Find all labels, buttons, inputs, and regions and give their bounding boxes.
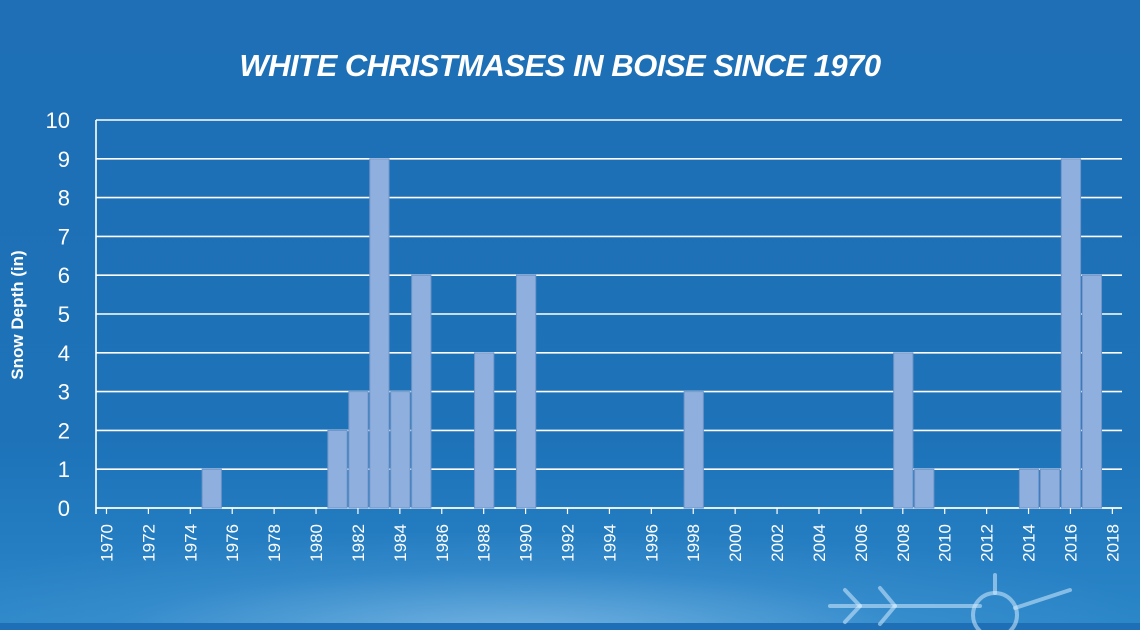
- x-tick-label: 1988: [475, 524, 494, 562]
- y-tick-label: 7: [58, 224, 70, 249]
- x-tick-label: 1986: [433, 524, 452, 562]
- x-tick-label: 1978: [265, 524, 284, 562]
- bar: [474, 352, 495, 509]
- x-tick-label: 1984: [391, 524, 410, 562]
- x-tick-label: 2000: [726, 524, 745, 562]
- x-tick-label: 2006: [852, 524, 871, 562]
- x-tick-label: 1994: [600, 524, 619, 562]
- x-tick-label: 1970: [97, 524, 116, 562]
- x-tick-label: 1990: [517, 524, 536, 562]
- bar: [1081, 274, 1103, 509]
- x-tick-label: 1996: [642, 524, 661, 562]
- x-tick-label: 2002: [768, 524, 787, 562]
- y-tick-label: 1: [58, 457, 70, 482]
- y-tick-label: 2: [58, 418, 70, 443]
- y-tick-label: 3: [58, 380, 70, 405]
- x-tick-label: 2014: [1020, 524, 1039, 562]
- y-tick-label: 6: [58, 263, 70, 288]
- bar: [411, 274, 432, 509]
- x-tick-label: 2010: [936, 524, 955, 562]
- bar: [390, 391, 411, 509]
- bar: [914, 468, 935, 509]
- x-tick-label: 2008: [894, 524, 913, 562]
- bar: [683, 391, 704, 509]
- x-tick-label: 2012: [978, 524, 997, 562]
- x-tick-label: 1998: [684, 524, 703, 562]
- snowflake-decoration: [828, 573, 1072, 630]
- y-tick-label: 8: [58, 186, 70, 211]
- bar: [369, 158, 390, 509]
- x-tick-label: 2016: [1061, 524, 1080, 562]
- x-tick-label: 1972: [139, 524, 158, 562]
- chart-title: WHITE CHRISTMASES IN BOISE SINCE 1970: [239, 48, 881, 83]
- y-tick-label: 10: [46, 108, 70, 133]
- x-tick-label: 1992: [559, 524, 578, 562]
- y-tick-label: 0: [58, 496, 70, 521]
- x-tick-label: 1976: [223, 524, 242, 562]
- bar: [1039, 468, 1061, 509]
- y-tick-label: 5: [58, 302, 70, 327]
- y-tick-label: 9: [58, 147, 70, 172]
- bar: [1060, 158, 1082, 509]
- x-tick-label: 1982: [349, 524, 368, 562]
- x-tick-label: 2018: [1103, 524, 1122, 562]
- y-tick-label: 4: [58, 341, 70, 366]
- x-tick-label: 1980: [307, 524, 326, 562]
- bar: [515, 274, 537, 509]
- x-tick-label: 2004: [810, 524, 829, 562]
- bar: [327, 429, 348, 509]
- bar: [893, 352, 914, 509]
- bar: [201, 468, 222, 509]
- x-tick-label: 1974: [181, 524, 200, 562]
- bar: [348, 391, 369, 509]
- bar: [1018, 468, 1040, 509]
